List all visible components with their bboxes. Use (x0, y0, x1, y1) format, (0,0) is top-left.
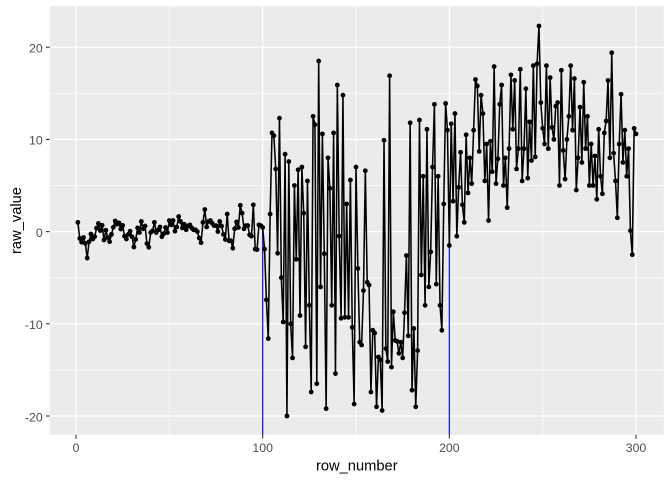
svg-text:0: 0 (36, 226, 43, 240)
svg-text:row_number: row_number (316, 459, 398, 475)
svg-text:20: 20 (29, 42, 43, 56)
svg-text:0: 0 (73, 441, 80, 455)
svg-text:-20: -20 (25, 410, 43, 424)
svg-text:10: 10 (29, 134, 43, 148)
svg-text:-10: -10 (25, 318, 43, 332)
svg-text:raw_value: raw_value (9, 187, 25, 254)
svg-text:300: 300 (626, 441, 647, 455)
svg-text:200: 200 (439, 441, 460, 455)
svg-text:100: 100 (252, 441, 273, 455)
